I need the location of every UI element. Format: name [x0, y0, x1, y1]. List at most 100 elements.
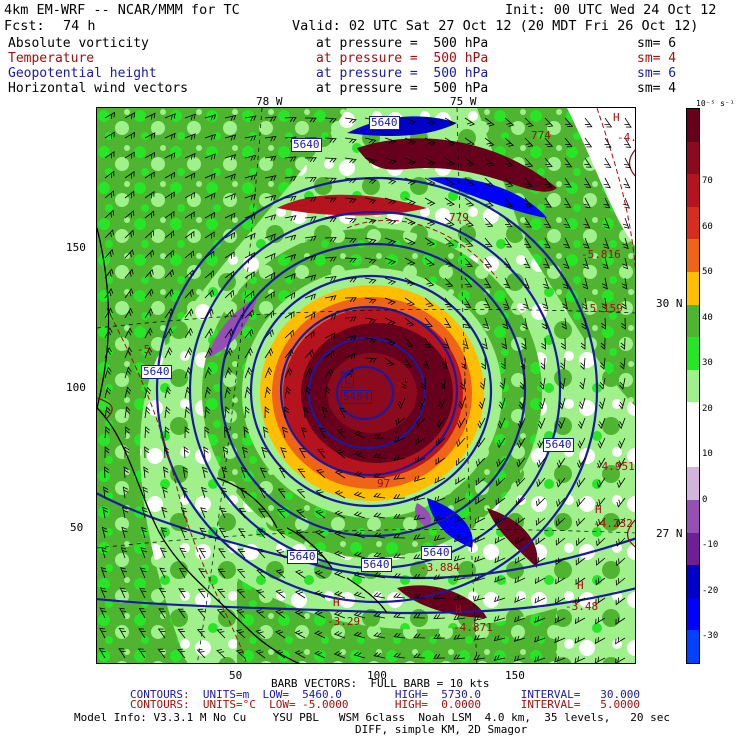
wind-barb [477, 417, 486, 429]
wind-barb [244, 366, 253, 379]
colorbar-segment [687, 239, 699, 273]
wind-barb [159, 567, 167, 579]
wind-barb [284, 175, 297, 182]
wind-barb [303, 406, 309, 419]
wind-barb [581, 317, 587, 330]
wind-barb [623, 157, 632, 169]
wind-barb [373, 453, 386, 459]
wind-barb [264, 309, 275, 319]
wind-barb [577, 437, 586, 449]
colorbar-tick-label: 0 [702, 494, 708, 505]
wind-barb [558, 397, 566, 410]
wind-barb [393, 592, 406, 599]
wind-barb [580, 357, 586, 370]
wind-barb [473, 575, 486, 582]
wind-barb [424, 117, 436, 126]
wind-barb [164, 288, 174, 299]
model-info: Model Info: V3.3.1 M No Cu YSU PBL WSM 6… [74, 711, 671, 724]
height-contour-1 [335, 365, 395, 421]
wind-barb [498, 397, 506, 410]
wind-barb [119, 607, 127, 619]
field-name-vorticity: Absolute vorticity [8, 36, 149, 51]
wind-barb [562, 257, 570, 269]
wind-barb [284, 367, 293, 379]
wind-barb [318, 427, 327, 439]
wind-barb [464, 297, 472, 308]
wind-barb [413, 475, 426, 482]
wind-barb [204, 386, 211, 399]
wind-barb [479, 377, 486, 390]
wind-barb [144, 307, 154, 319]
wind-barb [314, 529, 326, 539]
wind-barb [218, 548, 226, 559]
wind-barb [98, 648, 106, 659]
wind-barb [284, 195, 297, 202]
wind-barb [179, 527, 187, 539]
wind-barb [264, 386, 271, 399]
wind-barb [621, 297, 627, 310]
wind-barb [384, 317, 396, 326]
wind-barb [196, 628, 206, 639]
wind-barb [294, 610, 306, 619]
temp-value-5: -4.232 [593, 517, 633, 530]
wind-barb [164, 269, 174, 279]
wind-barb [184, 327, 193, 339]
wind-barb [596, 477, 606, 488]
wind-barb [435, 457, 446, 465]
wind-barb [364, 137, 377, 144]
wind-barb [222, 446, 229, 459]
low-center-value: 5484 [341, 390, 372, 404]
wind-barb [496, 437, 506, 449]
wind-barb [604, 117, 613, 128]
wind-barb [364, 157, 377, 164]
wind-barb [579, 377, 586, 390]
wind-barb [197, 588, 206, 599]
wind-barb [582, 277, 589, 290]
wind-barb [444, 117, 456, 126]
wind-barb [104, 229, 114, 239]
wind-barb [324, 275, 337, 282]
wind-barb [284, 116, 297, 123]
wind-barb [164, 191, 175, 199]
wind-barb [514, 556, 526, 565]
wind-barb [314, 610, 326, 619]
wind-barb [564, 137, 573, 148]
wind-barb [475, 477, 486, 486]
wind-barb [603, 217, 610, 229]
wind-barb [295, 569, 306, 579]
wind-barb [602, 257, 609, 270]
wind-barb [204, 172, 216, 180]
wind-barb [453, 555, 466, 562]
wind-barb [404, 177, 416, 186]
wind-barb [444, 297, 453, 308]
wind-barb [333, 570, 346, 579]
wind-barb [144, 112, 156, 120]
wind-barb [99, 627, 107, 639]
colorbar-segment [687, 402, 699, 436]
wind-barb [493, 595, 506, 603]
height-label-6: 5640 [361, 558, 392, 572]
wind-barb [513, 635, 526, 642]
wind-barb [424, 177, 436, 186]
wind-barb [534, 596, 546, 604]
wind-barb [255, 609, 266, 619]
wind-barb [556, 497, 566, 507]
wind-barb [296, 489, 306, 499]
wind-barb [104, 111, 115, 120]
wind-barb [164, 113, 176, 120]
wind-barb [344, 257, 357, 263]
colorbar-segment [687, 434, 699, 468]
wind-barb [364, 197, 377, 204]
wind-barb [184, 406, 191, 419]
wind-barb [304, 293, 316, 301]
wind-barb [393, 533, 406, 539]
height-contour-5 [219, 242, 527, 538]
wind-barb [433, 614, 446, 620]
colorbar-tick-label: 30 [702, 358, 713, 368]
wind-barb [364, 217, 377, 224]
wind-barb [104, 288, 114, 299]
wind-barb [534, 576, 546, 585]
wind-barb [384, 157, 397, 165]
wind-barb [184, 172, 196, 180]
wind-barb [304, 216, 317, 222]
